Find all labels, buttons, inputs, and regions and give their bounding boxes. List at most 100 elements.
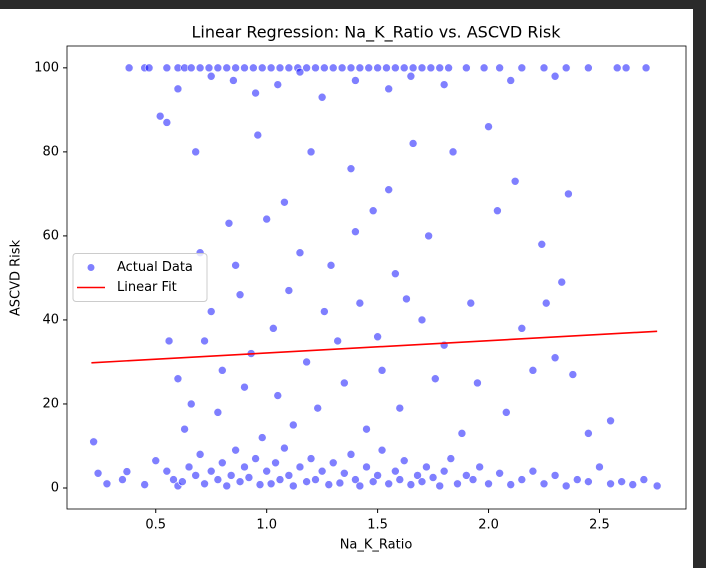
data-point [224, 219, 234, 228]
data-point [373, 63, 382, 73]
data-point [550, 353, 560, 363]
data-point [362, 462, 371, 472]
data-point [213, 475, 223, 484]
data-point [384, 84, 394, 94]
data-point [240, 462, 249, 472]
data-point [422, 462, 431, 472]
data-point [118, 475, 127, 484]
data-point [195, 63, 205, 73]
data-point [561, 63, 571, 73]
data-point [122, 467, 132, 476]
data-point [273, 80, 283, 89]
data-point [275, 475, 285, 484]
data-point [191, 471, 200, 480]
data-point [517, 475, 527, 484]
data-point [213, 408, 223, 417]
data-point [355, 298, 365, 308]
data-point [328, 458, 338, 468]
data-point [346, 63, 356, 73]
data-point [162, 466, 172, 476]
data-point [468, 475, 478, 484]
data-point [430, 374, 440, 384]
data-point [195, 450, 205, 459]
y-tick-label: 60 [42, 228, 59, 243]
data-point [395, 403, 405, 413]
data-point [506, 76, 516, 85]
data-point [572, 475, 582, 484]
data-point [262, 214, 271, 224]
data-point [617, 477, 626, 486]
data-point [457, 429, 467, 438]
data-point [408, 139, 418, 148]
data-point [204, 63, 214, 73]
data-point [273, 391, 283, 400]
data-point [639, 475, 649, 484]
data-point [462, 63, 471, 73]
data-point [346, 164, 356, 173]
y-tick-label: 40 [42, 312, 59, 327]
data-point [377, 366, 387, 375]
data-point [295, 67, 305, 77]
data-point [289, 481, 298, 491]
data-point [435, 63, 445, 73]
data-point [568, 370, 578, 379]
chart-title: Linear Regression: Na_K_Ratio vs. ASCVD … [192, 23, 562, 43]
data-point [169, 475, 178, 484]
data-point [564, 189, 573, 199]
data-point [231, 445, 240, 455]
data-point [162, 118, 172, 127]
data-point [266, 63, 276, 73]
data-point [226, 471, 236, 480]
data-point [368, 206, 378, 215]
data-point [435, 481, 445, 491]
data-point [495, 63, 504, 73]
data-point [510, 176, 520, 186]
data-point [240, 382, 249, 392]
data-point [495, 468, 504, 478]
data-point [333, 336, 342, 346]
data-point [320, 307, 329, 316]
x-tick-label: 0.5 [145, 518, 166, 533]
data-point [326, 261, 336, 270]
data-point [249, 63, 258, 73]
data-point [222, 63, 232, 73]
data-point [501, 408, 511, 417]
data-point [240, 63, 249, 73]
data-point [180, 424, 189, 434]
data-point [612, 63, 622, 73]
data-point [251, 454, 260, 463]
data-point [391, 63, 400, 73]
data-point [255, 480, 265, 489]
x-tick-label: 1.5 [367, 518, 388, 533]
data-point [439, 466, 449, 476]
data-point [280, 443, 289, 453]
data-point [428, 473, 438, 482]
data-point [173, 374, 183, 384]
data-point [102, 479, 112, 489]
data-point [337, 63, 347, 73]
data-point [557, 277, 567, 287]
data-point [295, 248, 305, 258]
data-point [453, 479, 462, 489]
data-point [408, 63, 418, 73]
data-point [164, 336, 174, 346]
data-point [302, 477, 311, 486]
y-tick-label: 100 [34, 60, 59, 75]
data-point [406, 480, 416, 489]
data-point [351, 227, 360, 237]
data-point [218, 458, 227, 468]
data-point [289, 420, 298, 430]
data-point [306, 147, 316, 157]
data-point [257, 433, 267, 442]
data-point [484, 479, 493, 489]
legend-box [72, 253, 208, 302]
data-point [506, 480, 516, 489]
data-point [306, 454, 316, 463]
data-point [377, 445, 387, 455]
data-point [206, 71, 216, 81]
data-point [406, 71, 416, 81]
data-point [399, 63, 409, 73]
data-point [484, 122, 493, 131]
data-point [191, 147, 200, 157]
